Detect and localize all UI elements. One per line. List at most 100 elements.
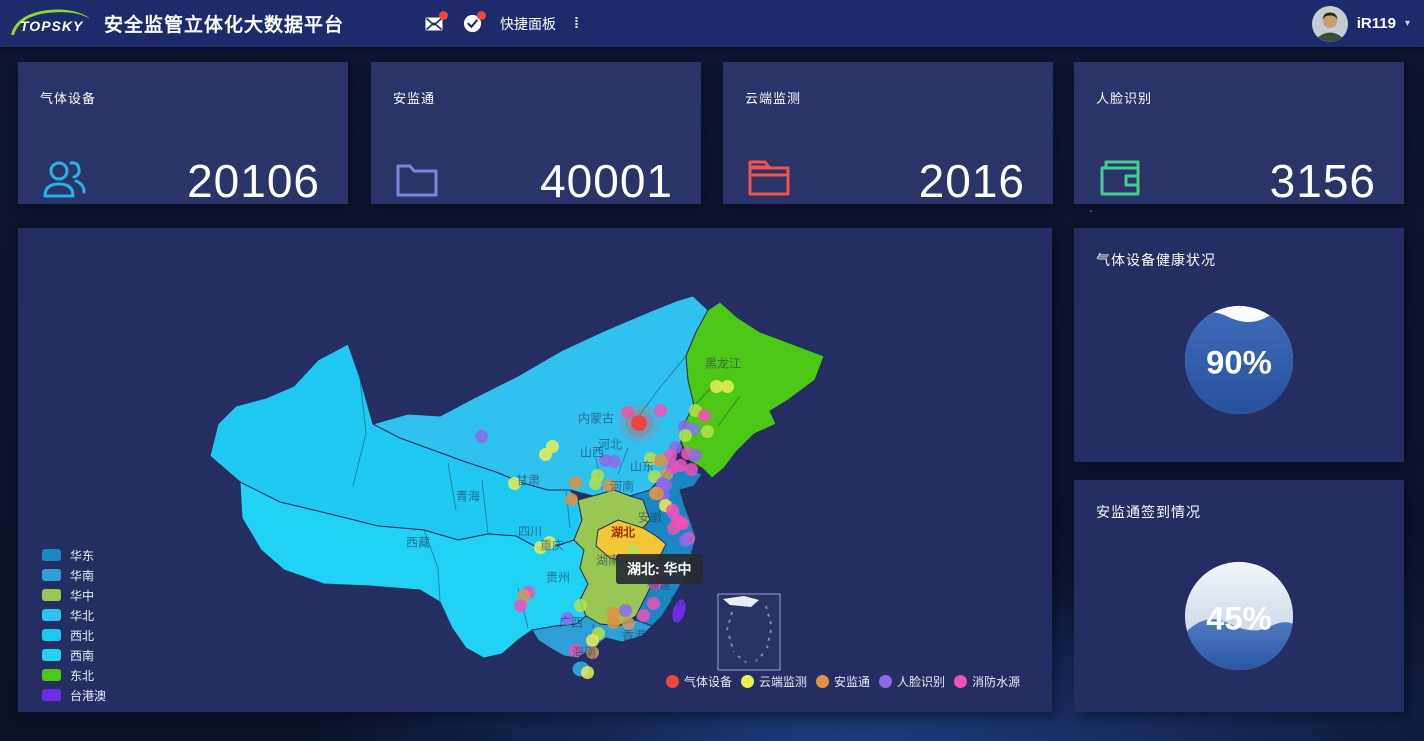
legend-item-xinan[interactable]: 西南: [42, 645, 106, 665]
map-point[interactable]: [644, 452, 657, 465]
map-point[interactable]: [574, 599, 587, 612]
legend-item-gas[interactable]: 气体设备: [666, 673, 732, 690]
map-point[interactable]: [689, 449, 702, 462]
legend-dot: [954, 675, 968, 688]
stat-card-gas-devices: 气体设备 20106: [18, 62, 348, 204]
map-point[interactable]: [569, 644, 582, 657]
map-point[interactable]: [637, 609, 650, 622]
map-point[interactable]: [591, 469, 604, 482]
map-point[interactable]: [676, 517, 689, 530]
province-borders: [352, 355, 741, 645]
legend-item-water[interactable]: 消防水源: [954, 673, 1020, 690]
map-point[interactable]: [627, 544, 640, 557]
folder-tab-icon: [748, 160, 790, 196]
svg-text:南海诸岛: 南海诸岛: [728, 658, 770, 671]
legend-item-xibei[interactable]: 西北: [42, 625, 106, 645]
map-point[interactable]: [701, 425, 714, 438]
svg-text:45%: 45%: [1206, 600, 1272, 637]
tasks-check-icon[interactable]: [462, 10, 486, 34]
map-point[interactable]: [581, 666, 594, 679]
map-point[interactable]: [621, 406, 634, 419]
page-title: 安全监管立体化大数据平台: [104, 15, 345, 36]
province-hubei-selected[interactable]: [595, 519, 667, 565]
legend-item-anjiantong[interactable]: 安监通: [816, 673, 870, 690]
liquid-gauge-90: 90%: [1184, 305, 1294, 415]
chevron-down-icon: ▾: [1404, 18, 1410, 29]
map-point[interactable]: [539, 448, 552, 461]
stat-card-anjiantong: 安监通 40001: [371, 62, 701, 204]
wallet-icon: [1100, 160, 1140, 196]
kebab-menu-icon[interactable]: ⁞: [574, 15, 579, 32]
region-taiwan[interactable]: [669, 597, 688, 625]
map-point[interactable]: [654, 454, 667, 467]
map-point[interactable]: [647, 597, 660, 610]
quick-panel-button[interactable]: 快捷面板: [500, 15, 556, 32]
map-point[interactable]: [666, 461, 679, 474]
folder-icon: [396, 164, 438, 197]
map-point[interactable]: [586, 634, 599, 647]
legend-swatch: [42, 609, 61, 621]
stat-card-cloud-monitoring: 云端监测 2016: [723, 62, 1053, 204]
legend-item-face[interactable]: 人脸识别: [879, 673, 945, 690]
legend-item-cloud[interactable]: 云端监测: [741, 673, 807, 690]
gauge-panel-gas-health: 气体设备健康状况 90%: [1074, 228, 1404, 462]
legend-swatch: [42, 549, 61, 561]
map-point[interactable]: [565, 493, 578, 506]
map-point[interactable]: [508, 477, 521, 490]
map-point[interactable]: [651, 487, 664, 500]
map-point[interactable]: [561, 612, 574, 625]
stat-card-label: 人脸识别: [1096, 91, 1153, 106]
stat-card-value: 2016: [918, 155, 1025, 207]
map-point[interactable]: [698, 409, 711, 422]
user-menu[interactable]: iR119 ▾: [1311, 0, 1410, 47]
map-point[interactable]: [603, 479, 616, 492]
svg-text:90%: 90%: [1206, 344, 1272, 381]
mail-notification-badge: [439, 10, 448, 20]
map-point[interactable]: [685, 463, 698, 476]
map-point[interactable]: [475, 430, 488, 443]
svg-text:TOPSKY: TOPSKY: [20, 18, 84, 34]
region-legend: 华东 华南 华中 华北 西北 西南 东北 台港澳: [42, 545, 106, 705]
map-point[interactable]: [666, 504, 679, 517]
legend-dot: [816, 675, 830, 688]
legend-item-taigangao[interactable]: 台港澳: [42, 685, 106, 705]
map-point[interactable]: [679, 534, 692, 547]
stat-card-value: 20106: [187, 155, 320, 207]
map-point[interactable]: [514, 599, 527, 612]
map-point[interactable]: [679, 429, 692, 442]
legend-swatch: [42, 629, 61, 641]
region-northeast[interactable]: [680, 301, 825, 479]
map-point[interactable]: [656, 477, 669, 490]
map-point[interactable]: [607, 616, 620, 629]
map-point[interactable]: [622, 617, 635, 630]
map-point[interactable]: [710, 380, 723, 393]
map-tooltip: 湖北: 华中: [616, 554, 703, 584]
legend-swatch: [42, 589, 61, 601]
map-point[interactable]: [664, 449, 677, 462]
ripple-point[interactable]: [631, 415, 647, 431]
map-point[interactable]: [608, 455, 621, 468]
mail-icon[interactable]: [424, 10, 448, 34]
map-point[interactable]: [569, 476, 582, 489]
legend-swatch: [42, 569, 61, 581]
legend-swatch: [42, 689, 61, 701]
legend-item-huadong[interactable]: 华东: [42, 545, 106, 565]
gauge-panel-signin: 安监通签到情况 45%: [1074, 480, 1404, 712]
panel-title: 气体设备健康状况: [1096, 252, 1216, 268]
avatar[interactable]: [1311, 5, 1348, 42]
stat-card-face-recognition: 人脸识别 3156: [1074, 62, 1404, 204]
username-label: iR119: [1356, 15, 1396, 32]
map-point[interactable]: [654, 404, 667, 417]
legend-item-huanan[interactable]: 华南: [42, 565, 106, 585]
map-point[interactable]: [517, 589, 530, 602]
china-map: 南海诸岛: [209, 295, 825, 678]
map-point[interactable]: [543, 536, 556, 549]
stat-card-label: 云端监测: [745, 91, 802, 106]
legend-item-huabei[interactable]: 华北: [42, 605, 106, 625]
map-point[interactable]: [586, 646, 599, 659]
map-point[interactable]: [721, 380, 734, 393]
legend-item-dongbei[interactable]: 东北: [42, 665, 106, 685]
legend-item-huazhong[interactable]: 华中: [42, 585, 106, 605]
stat-card-value: 40001: [540, 155, 673, 207]
map-point[interactable]: [619, 604, 632, 617]
